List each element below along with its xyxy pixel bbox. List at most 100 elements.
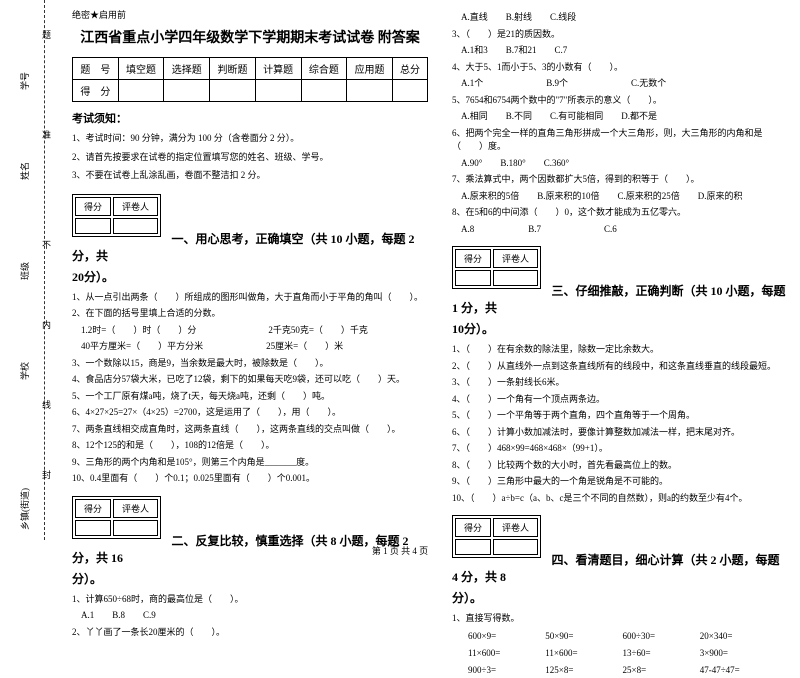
rt-3: 4、大于5、1而小于5、3的小数有（ ）。 [452,61,788,75]
s1-q2: 2、在下面的括号里填上合适的分数。 [72,307,428,321]
eval-score-1: 得分 [75,197,111,216]
eval-score-3: 得分 [455,249,491,268]
c21: 125×8= [545,663,620,677]
score-h-4: 计算题 [255,58,301,80]
s3-q9: 9、（ ）三角形中最大的一个角是锐角是不可能的。 [452,475,788,489]
binding-label-3: 姓名 [18,162,31,180]
c22: 25×8= [623,663,698,677]
right-column: A.直线 B.射线 C.线段 3、（ ）是21的质因数。 A.1和3 B.7和2… [440,0,800,540]
notice-1: 1、考试时间：90 分钟，满分为 100 分（含卷面分 2 分）。 [72,132,428,146]
c01: 50×90= [545,629,620,643]
binding-label-2: 班级 [18,262,31,280]
s2-q1: 1、计算650÷68时，商的最高位是（ ）。 [72,593,428,607]
rt-6: A.相同 B.不同 C.有可能相同 D.都不是 [452,110,788,124]
c00: 600×9= [468,629,543,643]
exam-title: 江西省重点小学四年级数学下学期期末考试试卷 附答案 [72,27,428,47]
s1-q9: 9、三角形的两个内角和是105°，则第三个内角是_______度。 [72,456,428,470]
s1-q8: 8、12个125的和是（ ），108的12倍是（ ）。 [72,439,428,453]
left-column: 绝密★启用前 江西省重点小学四年级数学下学期期末考试试卷 附答案 题 号 填空题… [60,0,440,540]
bind-char-0: 封 [40,470,53,479]
s1-q2b: 40平方厘米=（ ）平方分米 25厘米=（ ）米 [72,340,428,354]
score-row-header: 题 号 填空题 选择题 判断题 计算题 综合题 应用题 总分 [73,58,428,80]
rt-10: A.原来积的5倍 B.原来积的10倍 C.原来积的25倍 D.原来的积 [452,190,788,204]
binding-label-1: 学校 [18,362,31,380]
score-h-3: 判断题 [210,58,256,80]
eval-grader-4: 评卷人 [493,518,538,537]
notice-title: 考试须知： [72,110,428,126]
section2-subtitle: 分）。 [72,570,428,587]
rt-8: A.90° B.180° C.360° [452,157,788,171]
c02: 600÷30= [623,629,698,643]
calc-row-0: 600×9= 50×90= 600÷30= 20×340= [468,629,788,643]
rt-2: A.1和3 B.7和21 C.7 [452,44,788,58]
s3-q7: 7、（ ）468×99=468×468×（99+1）。 [452,442,788,456]
s1-q6: 6、4×27×25=27×（4×25）=2700，这是运用了（ ），用（ ）。 [72,406,428,420]
s3-q2: 2、（ ）从直线外一点到这条直线所有的线段中，和这条直线垂直的线段最短。 [452,360,788,374]
s1-q5: 5、一个工厂原有煤a吨，烧了t天，每天烧a吨，还剩（ ）吨。 [72,390,428,404]
score-h-7: 总分 [392,58,427,80]
bind-char-3: 不 [40,240,53,249]
c11: 11×600= [545,646,620,660]
section1-header: 得分 评卷人 一、用心思考，正确填空（共 10 小题，每题 2 分，共 [72,188,428,264]
calc-row-2: 900÷3= 125×8= 25×8= 47-47÷47= [468,663,788,677]
bind-char-2: 内 [40,320,53,329]
s1-q3: 3、一个数除以15，商是9，当余数是最大时，被除数是（ ）。 [72,357,428,371]
section4-subtitle: 分）。 [452,589,788,606]
s1-q2a: 1.2时=（ ）时（ ）分 2千克50克=（ ）千克 [72,324,428,338]
notice-3: 3、不要在试卷上乱涂乱画，卷面不整洁扣 2 分。 [72,169,428,183]
calc-row-1: 11×600= 11×600= 13÷60= 3×900= [468,646,788,660]
rt-9: 7、乘法算式中，两个因数都扩大5倍，得到的积等于（ ）。 [452,173,788,187]
score-table: 题 号 填空题 选择题 判断题 计算题 综合题 应用题 总分 得 分 [72,57,428,102]
s3-q4: 4、（ ）一个角有一个顶点两条边。 [452,393,788,407]
c10: 11×600= [468,646,543,660]
rt-1: 3、（ ）是21的质因数。 [452,28,788,42]
eval-score-2: 得分 [75,499,111,518]
c03: 20×340= [700,629,775,643]
score-h-2: 选择题 [164,58,210,80]
eval-box-3: 得分 评卷人 [452,246,541,289]
c20: 900÷3= [468,663,543,677]
section3-subtitle: 10分）。 [452,320,788,337]
bind-char-5: 题 [40,30,53,39]
s3-q1: 1、（ ）在有余数的除法里，除数一定比余数大。 [452,343,788,357]
rt-0: A.直线 B.射线 C.线段 [452,11,788,25]
section3-header: 得分 评卷人 三、仔细推敲，正确判断（共 10 小题，每题 1 分，共 [452,240,788,316]
s2-q1o: A.1 B.8 C.9 [72,609,428,623]
s1-q10: 10、0.4里面有（ ）个0.1；0.025里面有（ ）个0.001。 [72,472,428,486]
s1-q1: 1、从一点引出两条（ ）所组成的图形叫做角，大于直角而小于平角的角叫（ ）。 [72,291,428,305]
eval-score-4: 得分 [455,518,491,537]
bind-char-1: 线 [40,400,53,409]
eval-box-4: 得分 评卷人 [452,515,541,558]
page: 乡镇(街道) 学校 班级 姓名 学号 封 线 内 不 准 题 绝密★启用前 江西… [0,0,800,540]
s3-q6: 6、（ ）计算小数加减法时，要像计算整数加减法一样，把末尾对齐。 [452,426,788,440]
confidential-label: 绝密★启用前 [72,8,428,21]
s3-q3: 3、（ ）一条射线长6米。 [452,376,788,390]
s3-q10: 10、（ ）a÷b=c（a、b、c是三个不同的自然数），则a的约数至少有4个。 [452,492,788,506]
rt-7: 6、把两个完全一样的直角三角形拼成一个大三角形，则，大三角形的内角和是（ ）度。 [452,127,788,154]
score-h-6: 应用题 [347,58,393,80]
notice-2: 2、请首先按要求在试卷的指定位置填写您的姓名、班级、学号。 [72,151,428,165]
rt-5: 5、7654和6754两个数中的"7"所表示的意义（ ）。 [452,94,788,108]
rt-4: A.1个 B.9个 C.无数个 [452,77,788,91]
section4-header: 得分 评卷人 四、看清题目，细心计算（共 2 小题，每题 4 分，共 8 [452,509,788,585]
eval-grader-2: 评卷人 [113,499,158,518]
section1-subtitle: 20分）。 [72,268,428,285]
score-h-5: 综合题 [301,58,347,80]
s3-q8: 8、（ ）比较两个数的大小时，首先看最高位上的数。 [452,459,788,473]
c13: 3×900= [700,646,775,660]
score-v-0: 得 分 [73,80,119,102]
binding-dash-line [44,0,45,540]
s1-q4: 4、食品店分57袋大米，已吃了12袋，剩下的如果每天吃9袋，还可以吃（ ）天。 [72,373,428,387]
c23: 47-47÷47= [700,663,775,677]
s3-q5: 5、（ ）一个平角等于两个直角，四个直角等于一个周角。 [452,409,788,423]
score-row-values: 得 分 [73,80,428,102]
eval-grader-3: 评卷人 [493,249,538,268]
binding-label-0: 乡镇(街道) [18,488,31,530]
rt-11: 8、在5和6的中间添（ ）0，这个数才能成为五亿零六。 [452,206,788,220]
s4-intro: 1、直接写得数。 [452,612,788,626]
rt-12: A.8 B.7 C.6 [452,223,788,237]
s2-q2: 2、丫丫画了一条长20厘米的（ ）。 [72,626,428,640]
binding-margin: 乡镇(街道) 学校 班级 姓名 学号 封 线 内 不 准 题 [0,0,60,540]
c12: 13÷60= [623,646,698,660]
eval-box-1: 得分 评卷人 [72,194,161,237]
